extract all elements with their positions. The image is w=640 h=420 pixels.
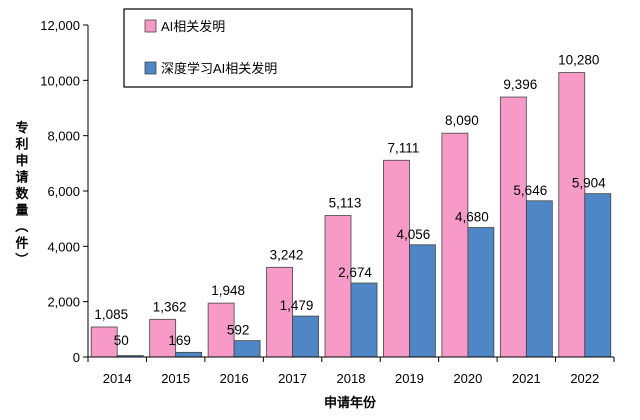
legend-label: AI相关发明: [161, 19, 225, 34]
legend-box: [123, 8, 413, 88]
bar-ai-related: [558, 72, 586, 358]
x-tick-label: 2019: [395, 371, 424, 386]
data-label-deep-learning: 5,904: [572, 176, 606, 191]
data-label-ai-related: 5,113: [329, 196, 362, 211]
bar-deep-learning: [292, 315, 319, 358]
data-label-ai-related: 7,111: [388, 140, 420, 155]
data-label-ai-related: 1,948: [211, 283, 245, 298]
y-axis-title-char: 利: [15, 137, 28, 152]
y-axis-title-char: 件: [15, 236, 28, 251]
bar-ai-related: [441, 132, 469, 358]
y-axis-title-char: 申: [15, 153, 28, 168]
bar-deep-learning: [350, 282, 378, 358]
y-axis-title-char: ）: [14, 252, 29, 265]
data-label-deep-learning: 4,680: [455, 210, 489, 225]
x-axis-title: 申请年份: [324, 395, 377, 410]
y-tick-label: 10,000: [40, 73, 80, 88]
bar-ai-related: [383, 159, 410, 358]
bar-deep-learning: [525, 200, 553, 358]
x-tick-label: 2015: [161, 371, 190, 386]
x-tick-label: 2018: [337, 371, 366, 386]
data-label-ai-related: 1,085: [94, 307, 128, 322]
bar-ai-related: [266, 266, 293, 358]
data-label-deep-learning: 2,674: [338, 265, 372, 280]
x-tick-label: 2016: [220, 371, 249, 386]
y-tick-label: 4,000: [47, 239, 80, 254]
data-label-ai-related: 8,090: [445, 113, 479, 128]
y-axis-title-char: 请: [15, 170, 28, 185]
y-tick-label: 8,000: [47, 129, 80, 144]
bar-deep-learning: [467, 227, 495, 358]
y-tick-label: 2,000: [47, 295, 80, 310]
bar-ai-related: [90, 326, 118, 358]
y-tick-label: 6,000: [47, 184, 80, 199]
x-tick-label: 2017: [278, 371, 307, 386]
y-axis: 0 2,000 4,000 6,000 8,000 10,000 12,000: [40, 18, 89, 365]
y-tick-label: 0: [73, 350, 80, 365]
data-label-deep-learning: 4,056: [397, 227, 431, 242]
y-axis-title-char: （: [14, 219, 29, 232]
data-label-deep-learning: 169: [168, 333, 191, 348]
data-label-deep-learning: 5,646: [513, 183, 547, 198]
data-label-ai-related: 1,362: [153, 299, 187, 314]
bar-deep-learning: [233, 340, 261, 358]
bar-ai-related: [499, 96, 527, 358]
legend-swatch: [144, 61, 157, 75]
data-label-ai-related: 9,396: [503, 77, 537, 92]
data-label-ai-related: 3,242: [270, 247, 304, 262]
data-label-deep-learning: 50: [114, 333, 129, 348]
legend-label: 深度学习AI相关发明: [161, 61, 277, 76]
data-label-deep-learning: 1,479: [280, 298, 314, 313]
y-tick-label: 12,000: [40, 18, 80, 33]
y-axis-title-char: 数: [15, 186, 29, 201]
legend-swatch: [144, 19, 157, 33]
data-label-deep-learning: 592: [227, 323, 250, 338]
bar-ai-related: [324, 215, 352, 358]
data-label-ai-related: 10,280: [558, 53, 599, 68]
bar-deep-learning: [175, 351, 203, 358]
bar-deep-learning: [409, 244, 436, 358]
bar-ai-related: [207, 302, 235, 358]
y-axis-title-char: 专: [15, 120, 28, 135]
y-axis-title-char: 量: [15, 203, 28, 218]
x-tick-label: 2020: [453, 371, 482, 386]
bars: 1,085 50 1,362 169 1,948 592 3,242 1,479 5,113 2,…: [90, 53, 612, 358]
x-tick-label: 2021: [512, 371, 541, 386]
x-tick-label: 2014: [103, 371, 132, 386]
x-tick-label: 2022: [570, 371, 599, 386]
bar-deep-learning: [584, 193, 612, 358]
x-axis: 2014 2015 2016 2017 2018 2019 2020 2021 2022: [87, 356, 615, 386]
